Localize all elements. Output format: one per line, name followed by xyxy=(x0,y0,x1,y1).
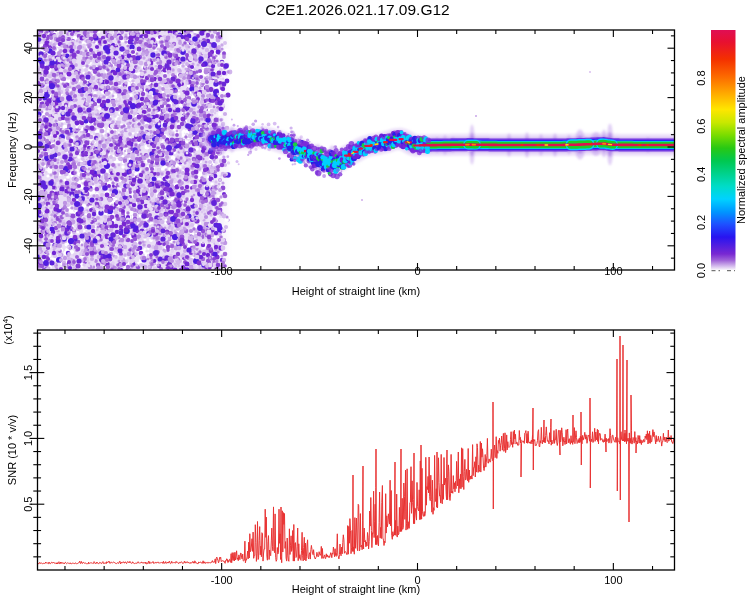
svg-text:-40: -40 xyxy=(22,238,34,254)
svg-text:0.0: 0.0 xyxy=(695,263,707,278)
svg-text:Height of straight line (km): Height of straight line (km) xyxy=(292,285,420,297)
svg-text:0.5: 0.5 xyxy=(22,497,34,512)
svg-text:0.2: 0.2 xyxy=(695,215,707,230)
svg-text:Frequency (Hz): Frequency (Hz) xyxy=(6,112,18,188)
svg-text:-20: -20 xyxy=(22,188,34,204)
svg-text:SNR (10 * v/v): SNR (10 * v/v) xyxy=(6,415,18,485)
svg-text:20: 20 xyxy=(22,91,34,103)
svg-text:C2E1.2026.021.17.09.G12: C2E1.2026.021.17.09.G12 xyxy=(265,1,449,18)
svg-text:(x104): (x104) xyxy=(1,315,14,345)
svg-text:-100: -100 xyxy=(211,265,233,277)
svg-text:100: 100 xyxy=(604,265,622,277)
svg-text:0: 0 xyxy=(22,144,34,150)
svg-text:-100: -100 xyxy=(211,574,233,586)
svg-text:0: 0 xyxy=(414,265,420,277)
svg-text:40: 40 xyxy=(22,42,34,54)
svg-text:0.8: 0.8 xyxy=(695,70,707,85)
svg-text:0.6: 0.6 xyxy=(695,119,707,134)
svg-text:1.0: 1.0 xyxy=(22,431,34,446)
svg-text:Height of straight line (km): Height of straight line (km) xyxy=(292,583,420,595)
svg-text:0.4: 0.4 xyxy=(695,167,707,182)
svg-text:1.5: 1.5 xyxy=(22,365,34,380)
svg-text:Normalized spectral amplitude: Normalized spectral amplitude xyxy=(735,76,747,224)
svg-text:100: 100 xyxy=(604,574,622,586)
